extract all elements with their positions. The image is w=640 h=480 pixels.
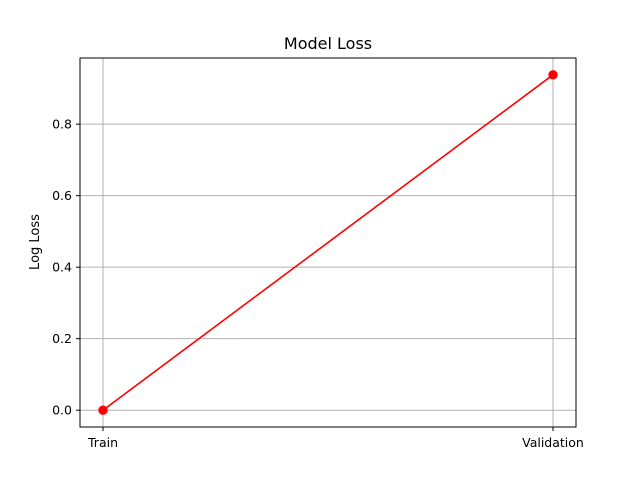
y-axis-ticks: 0.0 0.2 0.4 0.6 0.8 [52, 117, 80, 418]
series-markers [98, 70, 558, 415]
series-lines [102, 74, 554, 411]
grid-lines [80, 58, 576, 427]
chart-title: Model Loss [284, 34, 372, 53]
y-tick-label: 0.6 [52, 188, 72, 203]
x-tick-label: Validation [522, 435, 584, 450]
y-tick-label: 0.4 [52, 260, 72, 275]
data-point [548, 70, 558, 80]
data-point [98, 405, 108, 415]
y-tick-label: 0.2 [52, 331, 72, 346]
plot-area-frame [79, 57, 577, 428]
y-axis-label: Log Loss [28, 214, 43, 270]
y-tick-label: 0.8 [52, 117, 72, 132]
x-axis-ticks: Train Validation [87, 427, 584, 450]
y-tick-label: 0.0 [52, 403, 72, 418]
series-line [102, 74, 554, 411]
x-tick-label: Train [87, 435, 118, 450]
